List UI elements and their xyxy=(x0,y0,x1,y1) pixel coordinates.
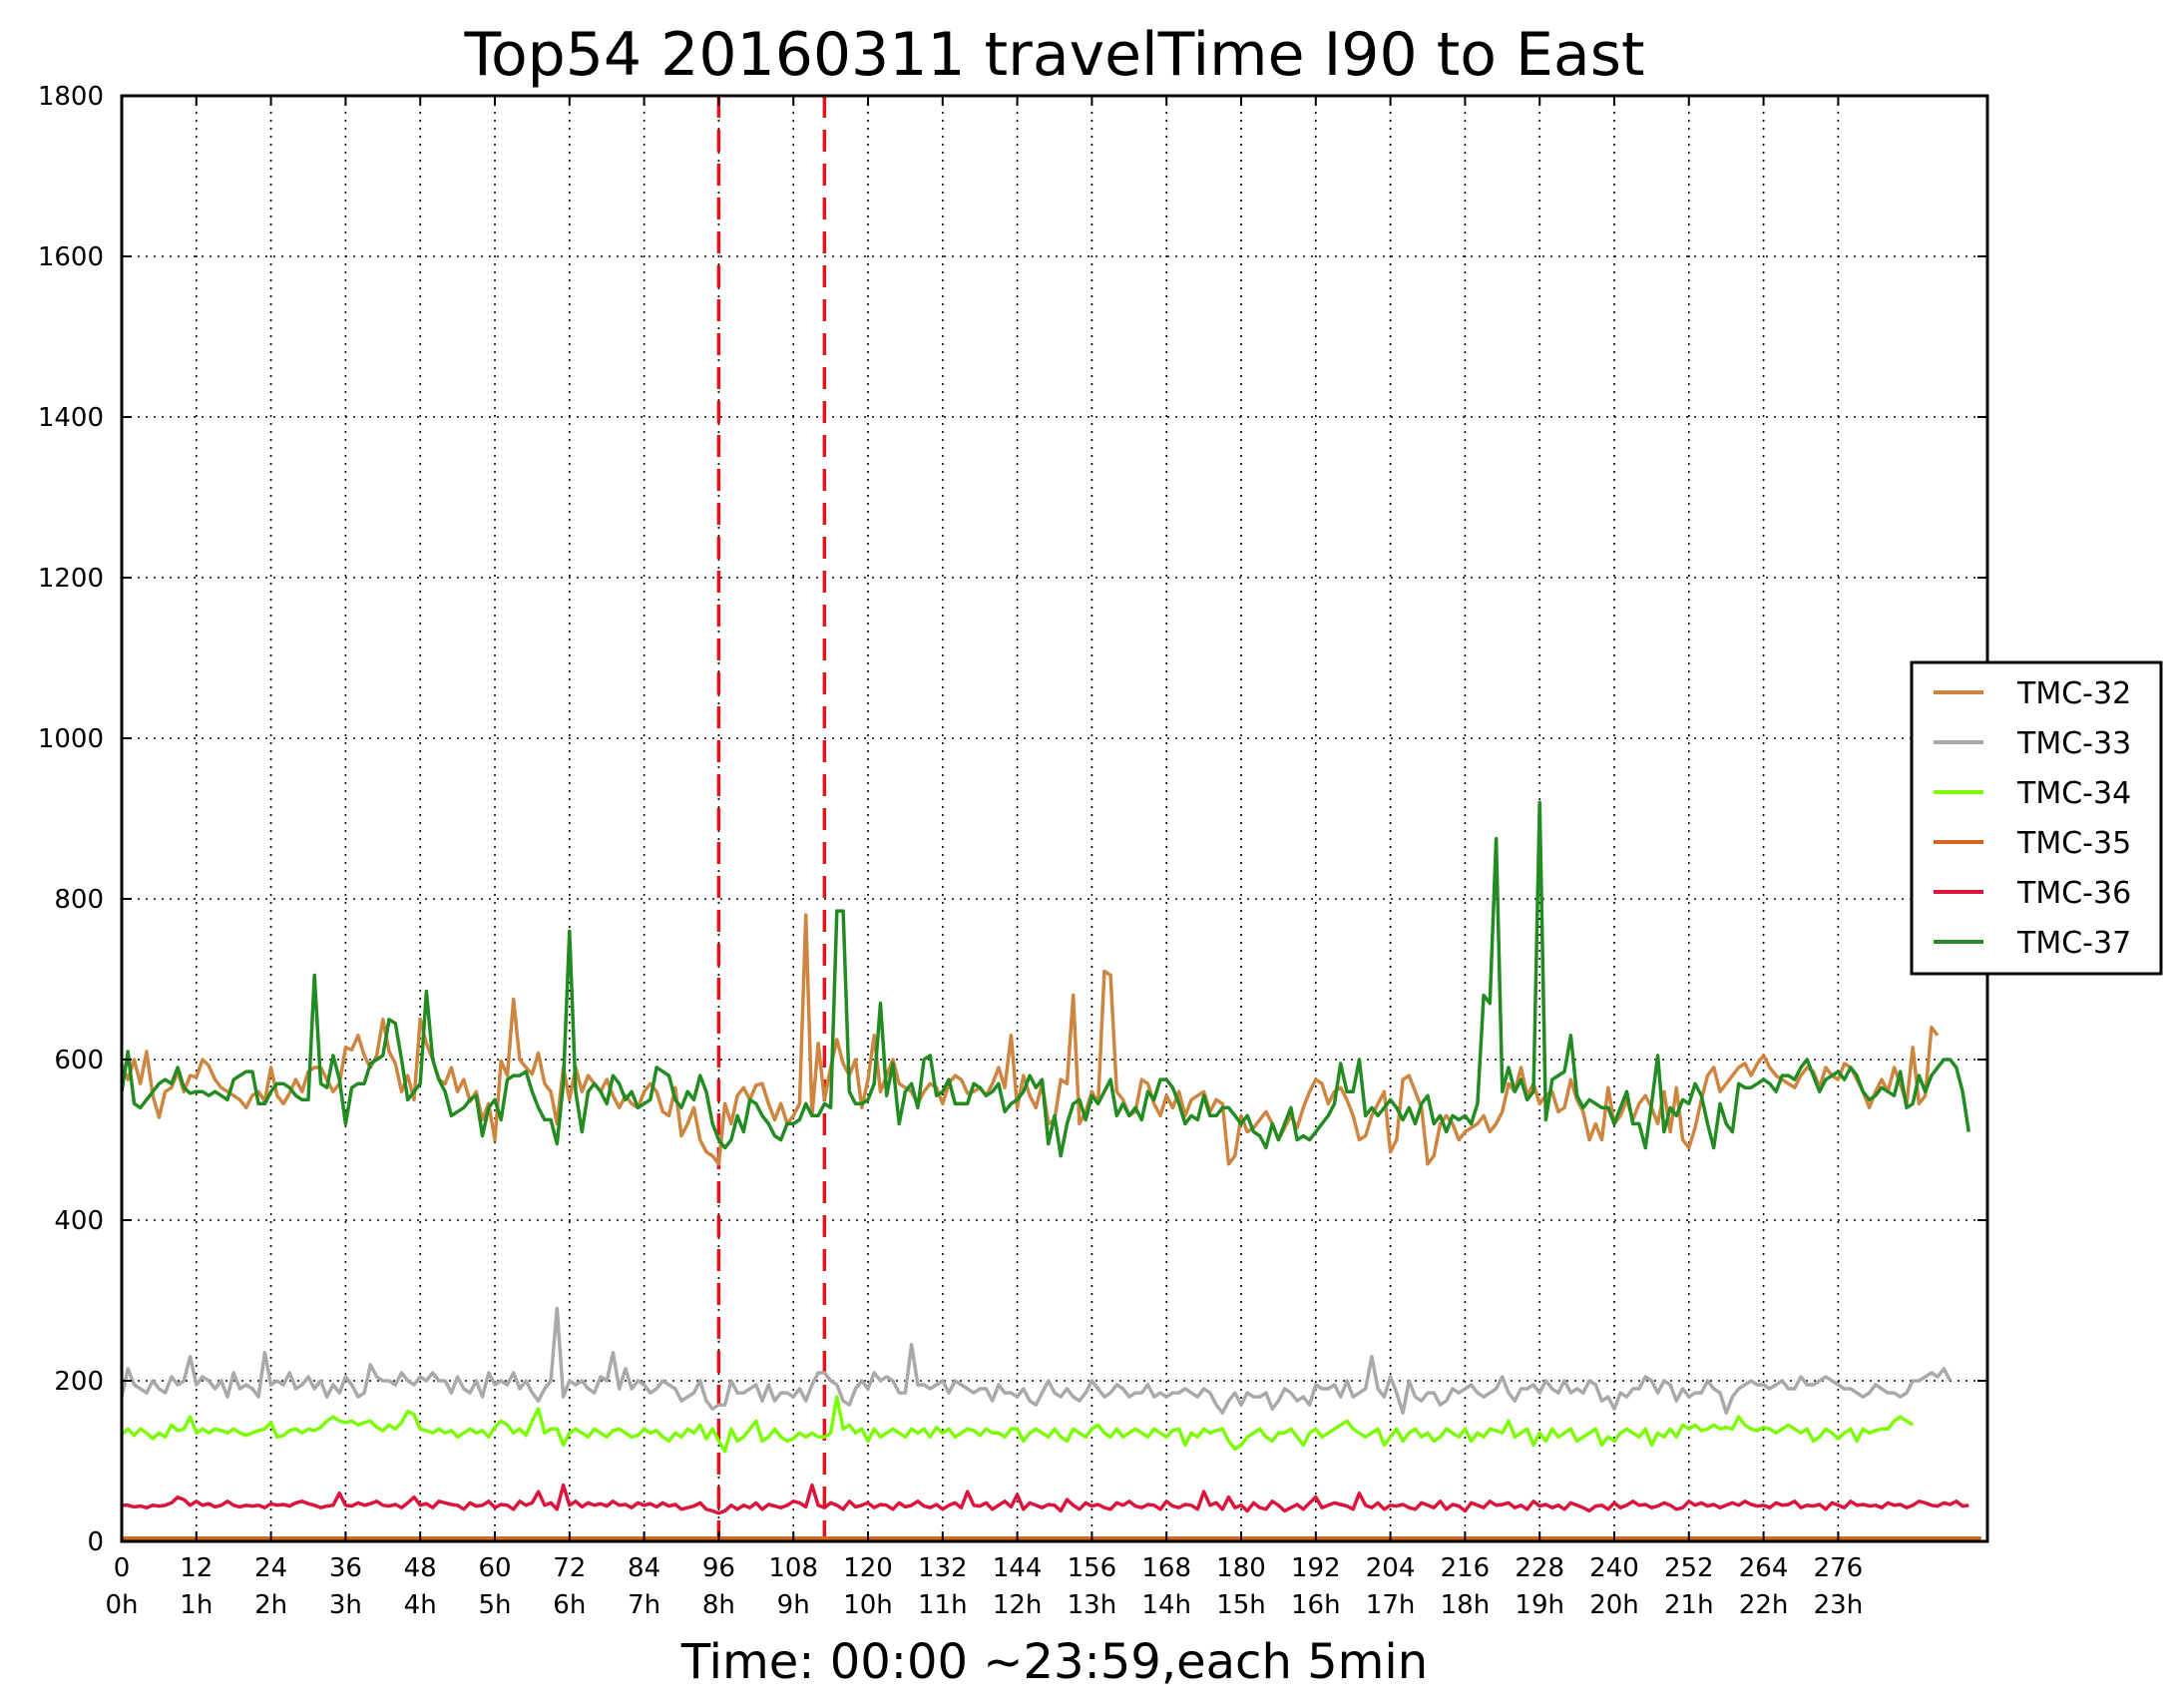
y-tick-label: 0 xyxy=(87,1527,104,1557)
x-tick-label: 144 xyxy=(993,1553,1043,1583)
series-line-tmc-34 xyxy=(120,1395,1915,1454)
x-tick-label: 228 xyxy=(1515,1553,1564,1583)
y-tick-label: 200 xyxy=(54,1367,104,1397)
y-tick-label: 1000 xyxy=(38,724,104,754)
x-tick-sublabel: 7h xyxy=(628,1590,660,1620)
x-axis-label: Time: 00:00 ~23:59,each 5min xyxy=(680,1634,1428,1690)
y-tick-label: 1800 xyxy=(38,82,104,112)
y-tick-label: 1400 xyxy=(38,403,104,433)
y-tick-label: 1600 xyxy=(38,242,104,272)
x-tick-label: 96 xyxy=(702,1553,735,1583)
x-tick-sublabel: 19h xyxy=(1515,1590,1564,1620)
x-tick-sublabel: 16h xyxy=(1291,1590,1341,1620)
x-axis: 0 0h 12 1h 24 2h 36 3h 48 4h 60 5h 72 6h 84 7h 96 8h 108 9h… xyxy=(105,96,1863,1620)
y-tick-label: 1200 xyxy=(38,564,104,594)
y-tick-label: 800 xyxy=(54,885,104,915)
x-tick-label: 0 xyxy=(114,1553,131,1583)
x-tick-sublabel: 15h xyxy=(1216,1590,1266,1620)
y-tick-label: 600 xyxy=(54,1046,104,1075)
x-tick-sublabel: 10h xyxy=(843,1590,893,1620)
x-tick-sublabel: 6h xyxy=(553,1590,586,1620)
x-tick-sublabel: 9h xyxy=(777,1590,810,1620)
x-tick-sublabel: 22h xyxy=(1739,1590,1789,1620)
legend: TMC-32 TMC-33 TMC-34 TMC-35 TMC-36 TMC-37 xyxy=(1910,660,2163,976)
x-tick-label: 108 xyxy=(768,1553,818,1583)
x-tick-label: 48 xyxy=(404,1553,437,1583)
series-line-tmc-36 xyxy=(122,1483,1969,1515)
x-tick-label: 276 xyxy=(1814,1553,1864,1583)
x-tick-label: 12 xyxy=(180,1553,213,1583)
chart-title: Top54 20160311 travelTime I90 to East xyxy=(464,20,1645,90)
x-tick-sublabel: 20h xyxy=(1589,1590,1639,1620)
x-tick-sublabel: 8h xyxy=(702,1590,735,1620)
x-tick-label: 180 xyxy=(1216,1553,1266,1583)
y-tick-label: 400 xyxy=(54,1206,104,1236)
x-tick-sublabel: 23h xyxy=(1814,1590,1864,1620)
x-tick-sublabel: 4h xyxy=(404,1590,437,1620)
x-tick-label: 36 xyxy=(329,1553,362,1583)
x-tick-sublabel: 3h xyxy=(329,1590,362,1620)
x-tick-sublabel: 18h xyxy=(1441,1590,1491,1620)
x-tick-label: 264 xyxy=(1739,1553,1789,1583)
x-tick-label: 132 xyxy=(918,1553,968,1583)
x-tick-sublabel: 14h xyxy=(1141,1590,1191,1620)
x-tick-label: 60 xyxy=(478,1553,511,1583)
x-tick-sublabel: 2h xyxy=(254,1590,287,1620)
x-tick-label: 156 xyxy=(1068,1553,1117,1583)
x-tick-label: 192 xyxy=(1291,1553,1341,1583)
legend-label: TMC-36 xyxy=(2016,876,2131,911)
legend-label: TMC-33 xyxy=(2016,726,2131,761)
x-tick-sublabel: 0h xyxy=(105,1590,138,1620)
vertical-markers xyxy=(716,96,827,1541)
x-tick-sublabel: 17h xyxy=(1366,1590,1416,1620)
x-tick-sublabel: 12h xyxy=(993,1590,1043,1620)
x-tick-sublabel: 11h xyxy=(918,1590,968,1620)
legend-box xyxy=(1910,660,2163,976)
x-tick-label: 216 xyxy=(1441,1553,1491,1583)
series-line-tmc-33 xyxy=(120,1306,1953,1415)
x-tick-sublabel: 1h xyxy=(180,1590,213,1620)
x-tick-sublabel: 21h xyxy=(1664,1590,1714,1620)
x-tick-label: 24 xyxy=(254,1553,287,1583)
legend-label: TMC-34 xyxy=(2016,776,2131,811)
series-lines xyxy=(120,800,1981,1540)
x-tick-label: 168 xyxy=(1141,1553,1191,1583)
x-tick-label: 240 xyxy=(1589,1553,1639,1583)
legend-label: TMC-32 xyxy=(2016,676,2131,711)
y-axis: 0 200 400 600 800 1000 1200 1400 1600 1800 xyxy=(38,82,1987,1557)
x-tick-label: 84 xyxy=(628,1553,660,1583)
x-tick-sublabel: 13h xyxy=(1068,1590,1117,1620)
series-line-tmc-37 xyxy=(120,800,1971,1158)
x-tick-label: 72 xyxy=(553,1553,586,1583)
legend-label: TMC-35 xyxy=(2016,826,2131,861)
x-tick-label: 204 xyxy=(1366,1553,1416,1583)
x-tick-label: 120 xyxy=(843,1553,893,1583)
legend-label: TMC-37 xyxy=(2016,926,2131,961)
x-tick-label: 252 xyxy=(1664,1553,1714,1583)
x-tick-sublabel: 5h xyxy=(478,1590,511,1620)
